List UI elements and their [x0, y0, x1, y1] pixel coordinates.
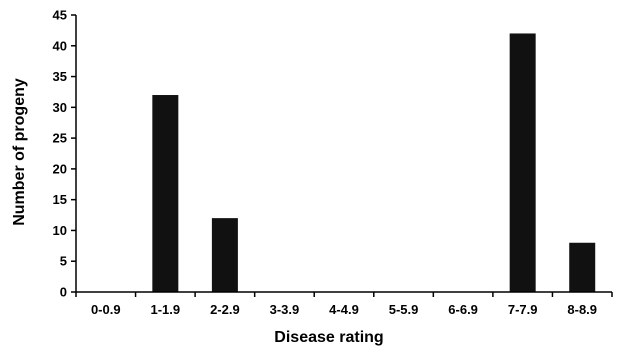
x-tick-label: 7-7.9	[508, 302, 538, 317]
bar-2-2.9	[211, 218, 238, 292]
x-tick-label: 6-6.9	[448, 302, 478, 317]
bar-1-1.9	[152, 95, 179, 293]
x-tick-label: 3-3.9	[270, 302, 300, 317]
x-tick-label: 5-5.9	[389, 302, 419, 317]
y-tick-label: 35	[53, 69, 67, 84]
y-tick-label: 5	[60, 254, 67, 269]
x-tick-label: 2-2.9	[210, 302, 240, 317]
y-tick-label: 40	[53, 38, 67, 53]
y-tick-label: 15	[53, 192, 67, 207]
x-axis-ticks: 0-0.9 1-1.9 2-2.9 3-3.9 4-4.9 5-5.9 6-6.9 7-7.9…	[75, 292, 613, 317]
y-tick-label: 0	[60, 285, 67, 300]
y-tick-label: 45	[53, 8, 67, 23]
y-axis-title: Number of progeny	[11, 78, 28, 226]
y-tick-label: 25	[53, 131, 67, 146]
x-tick-label: 8-8.9	[567, 302, 597, 317]
y-tick-label: 10	[53, 223, 67, 238]
y-axis-ticks: 0 5 10 15 20 25 30 35 40 45	[53, 8, 76, 300]
x-tick-label: 1-1.9	[151, 302, 181, 317]
y-tick-label: 20	[53, 161, 67, 176]
x-tick-label: 0-0.9	[91, 302, 121, 317]
plot-area	[152, 33, 596, 293]
y-tick-label: 30	[53, 100, 67, 115]
bar-8-8.9	[569, 242, 596, 292]
bar-7-7.9	[509, 33, 536, 292]
x-tick-label: 4-4.9	[329, 302, 359, 317]
x-axis-title: Disease rating	[274, 329, 383, 346]
